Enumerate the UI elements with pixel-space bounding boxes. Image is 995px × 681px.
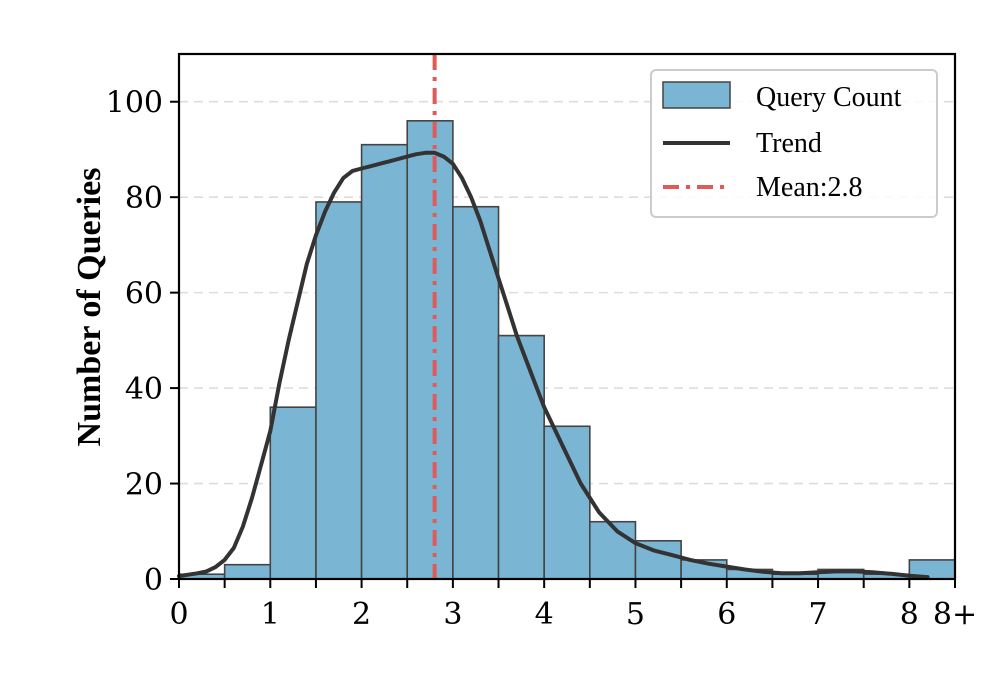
y-axis-ticks: 0 20 40 60 80 100 <box>106 86 179 598</box>
bar-3 <box>315 201 363 580</box>
x-tick-label-7: 7 <box>809 597 828 632</box>
trend-line-group <box>177 150 930 580</box>
y-tick-label-3: 60 <box>125 277 163 312</box>
bar-5 <box>406 120 454 580</box>
legend-label-query-count: Query Count <box>756 82 902 113</box>
y-tick-label-0: 0 <box>144 563 163 598</box>
bar-6 <box>452 205 500 580</box>
bar-8 <box>543 425 591 580</box>
y-tick-label-2: 40 <box>125 372 163 407</box>
bar-7 <box>497 334 545 580</box>
x-tick-label-9: 8+ <box>933 597 977 632</box>
x-tick-label-3: 3 <box>443 597 462 632</box>
x-tick-label-5: 5 <box>626 597 645 632</box>
legend-label-mean: Mean:2.8 <box>756 172 863 203</box>
x-axis-ticks: 0 1 2 3 4 5 6 7 8 8+ <box>169 579 977 632</box>
x-tick-label-8: 8 <box>900 597 919 632</box>
bar-9 <box>589 520 637 580</box>
x-tick-label-2: 2 <box>352 597 371 632</box>
y-tick-label-4: 80 <box>125 181 163 216</box>
plot-frame <box>177 52 957 581</box>
x-tick-label-0: 0 <box>169 597 188 632</box>
x-tick-label-1: 1 <box>261 597 280 632</box>
bars <box>178 120 956 580</box>
y-axis-title: Number of Queries <box>71 168 108 447</box>
bar-4 <box>360 143 409 580</box>
bar-2 <box>269 406 317 580</box>
y-tick-label-1: 20 <box>125 468 163 503</box>
x-tick-label-6: 6 <box>717 597 736 632</box>
trend-line <box>177 150 930 580</box>
legend-label-trend: Trend <box>756 128 822 159</box>
legend: Query Count Trend Mean:2.8 <box>650 69 938 218</box>
y-tick-label-5: 100 <box>106 86 163 121</box>
x-tick-label-4: 4 <box>535 597 554 632</box>
bar-1 <box>223 563 272 580</box>
legend-bar-swatch <box>662 81 731 109</box>
